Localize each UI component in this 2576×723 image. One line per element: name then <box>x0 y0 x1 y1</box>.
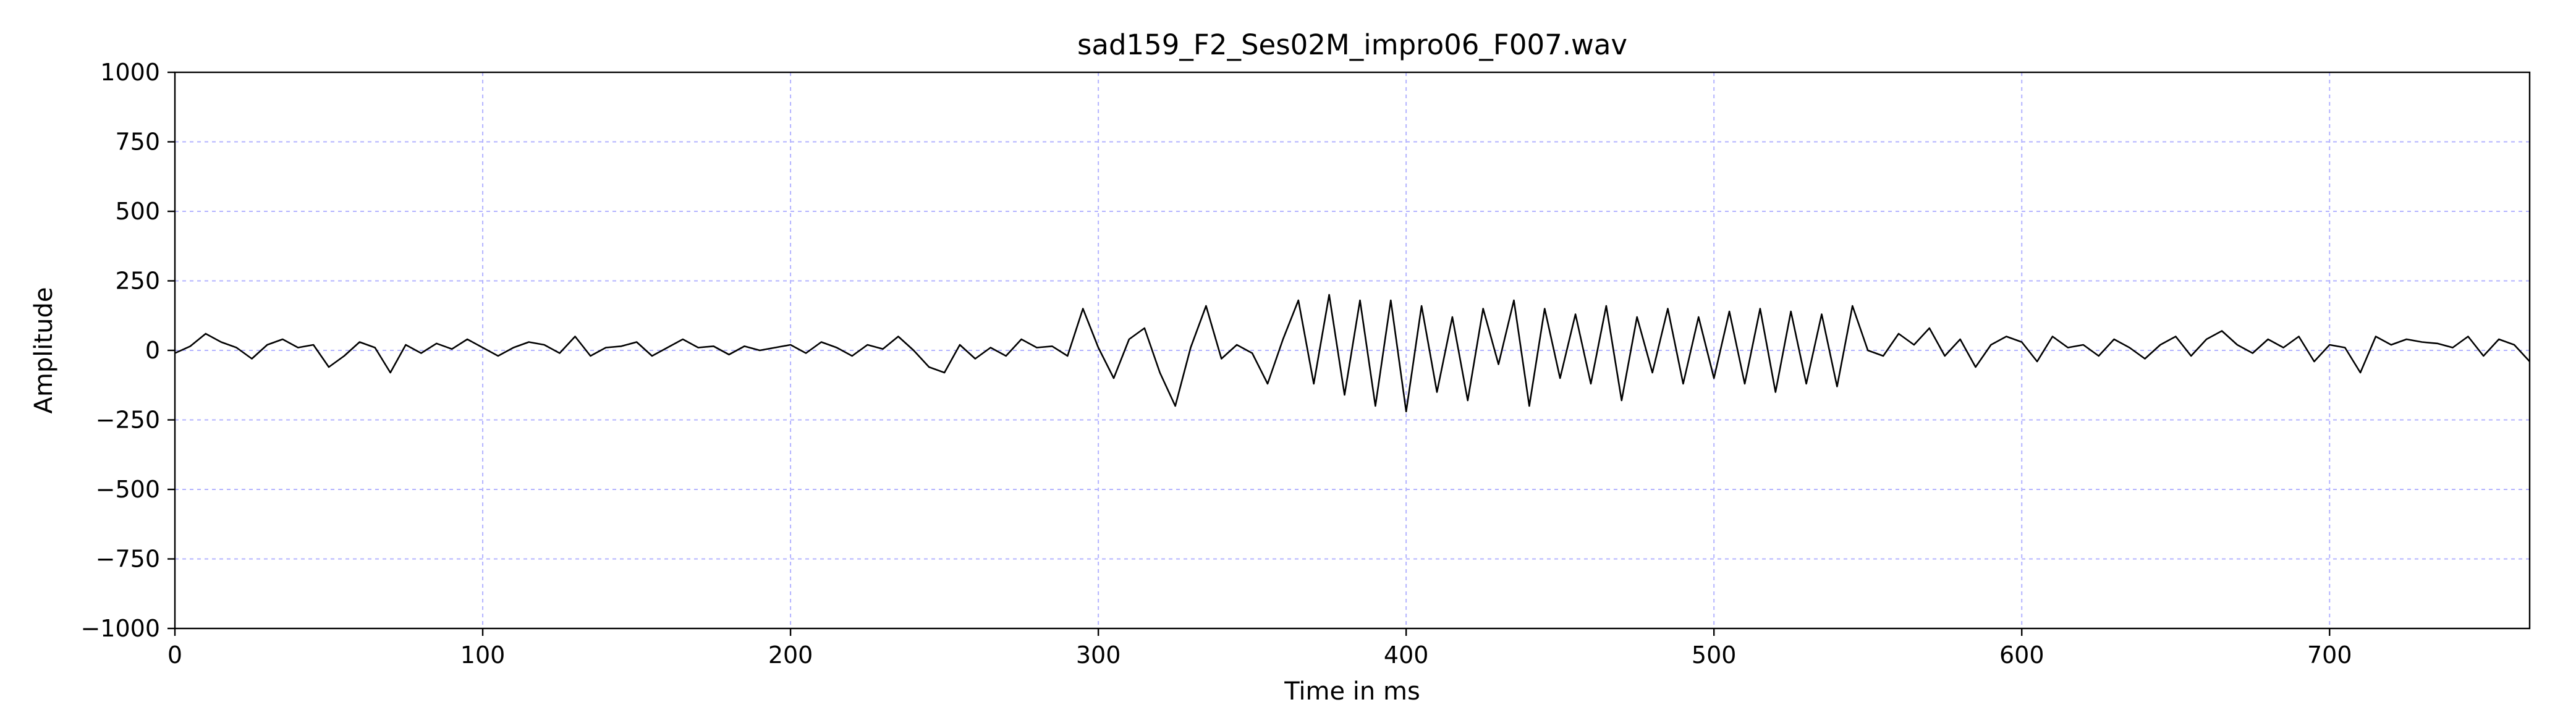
x-tick-label: 300 <box>1076 641 1121 669</box>
x-tick-label: 700 <box>2307 641 2352 669</box>
x-tick-label: 600 <box>1999 641 2044 669</box>
grid-lines <box>174 72 2530 629</box>
y-tick-label: 1000 <box>100 59 160 86</box>
x-axis-label: Time in ms <box>1284 677 1420 706</box>
x-tick-label: 500 <box>1692 641 1737 669</box>
x-tick-label: 400 <box>1384 641 1429 669</box>
y-tick-label: 750 <box>115 129 160 156</box>
y-axis-ticks: 1000 750 500 250 0 −250 −500 −750 −1000 <box>80 59 175 642</box>
y-tick-label: 500 <box>115 198 160 225</box>
y-tick-label: −500 <box>96 476 160 503</box>
y-tick-label: −250 <box>96 407 160 434</box>
y-tick-label: −1000 <box>80 615 160 642</box>
y-tick-label: −750 <box>96 546 160 573</box>
y-axis-label: Amplitude <box>30 287 58 414</box>
y-tick-label: 0 <box>145 337 160 364</box>
x-axis-ticks: 0 100 200 300 400 500 600 700 <box>167 628 2352 669</box>
waveform-series <box>174 294 2530 413</box>
y-tick-label: 250 <box>115 268 160 295</box>
x-tick-label: 100 <box>460 641 506 669</box>
chart-title: sad159_F2_Ses02M_impro06_F007.wav <box>1077 28 1627 61</box>
x-tick-label: 0 <box>167 641 182 669</box>
waveform-line <box>174 294 2530 413</box>
x-tick-label: 200 <box>768 641 813 669</box>
